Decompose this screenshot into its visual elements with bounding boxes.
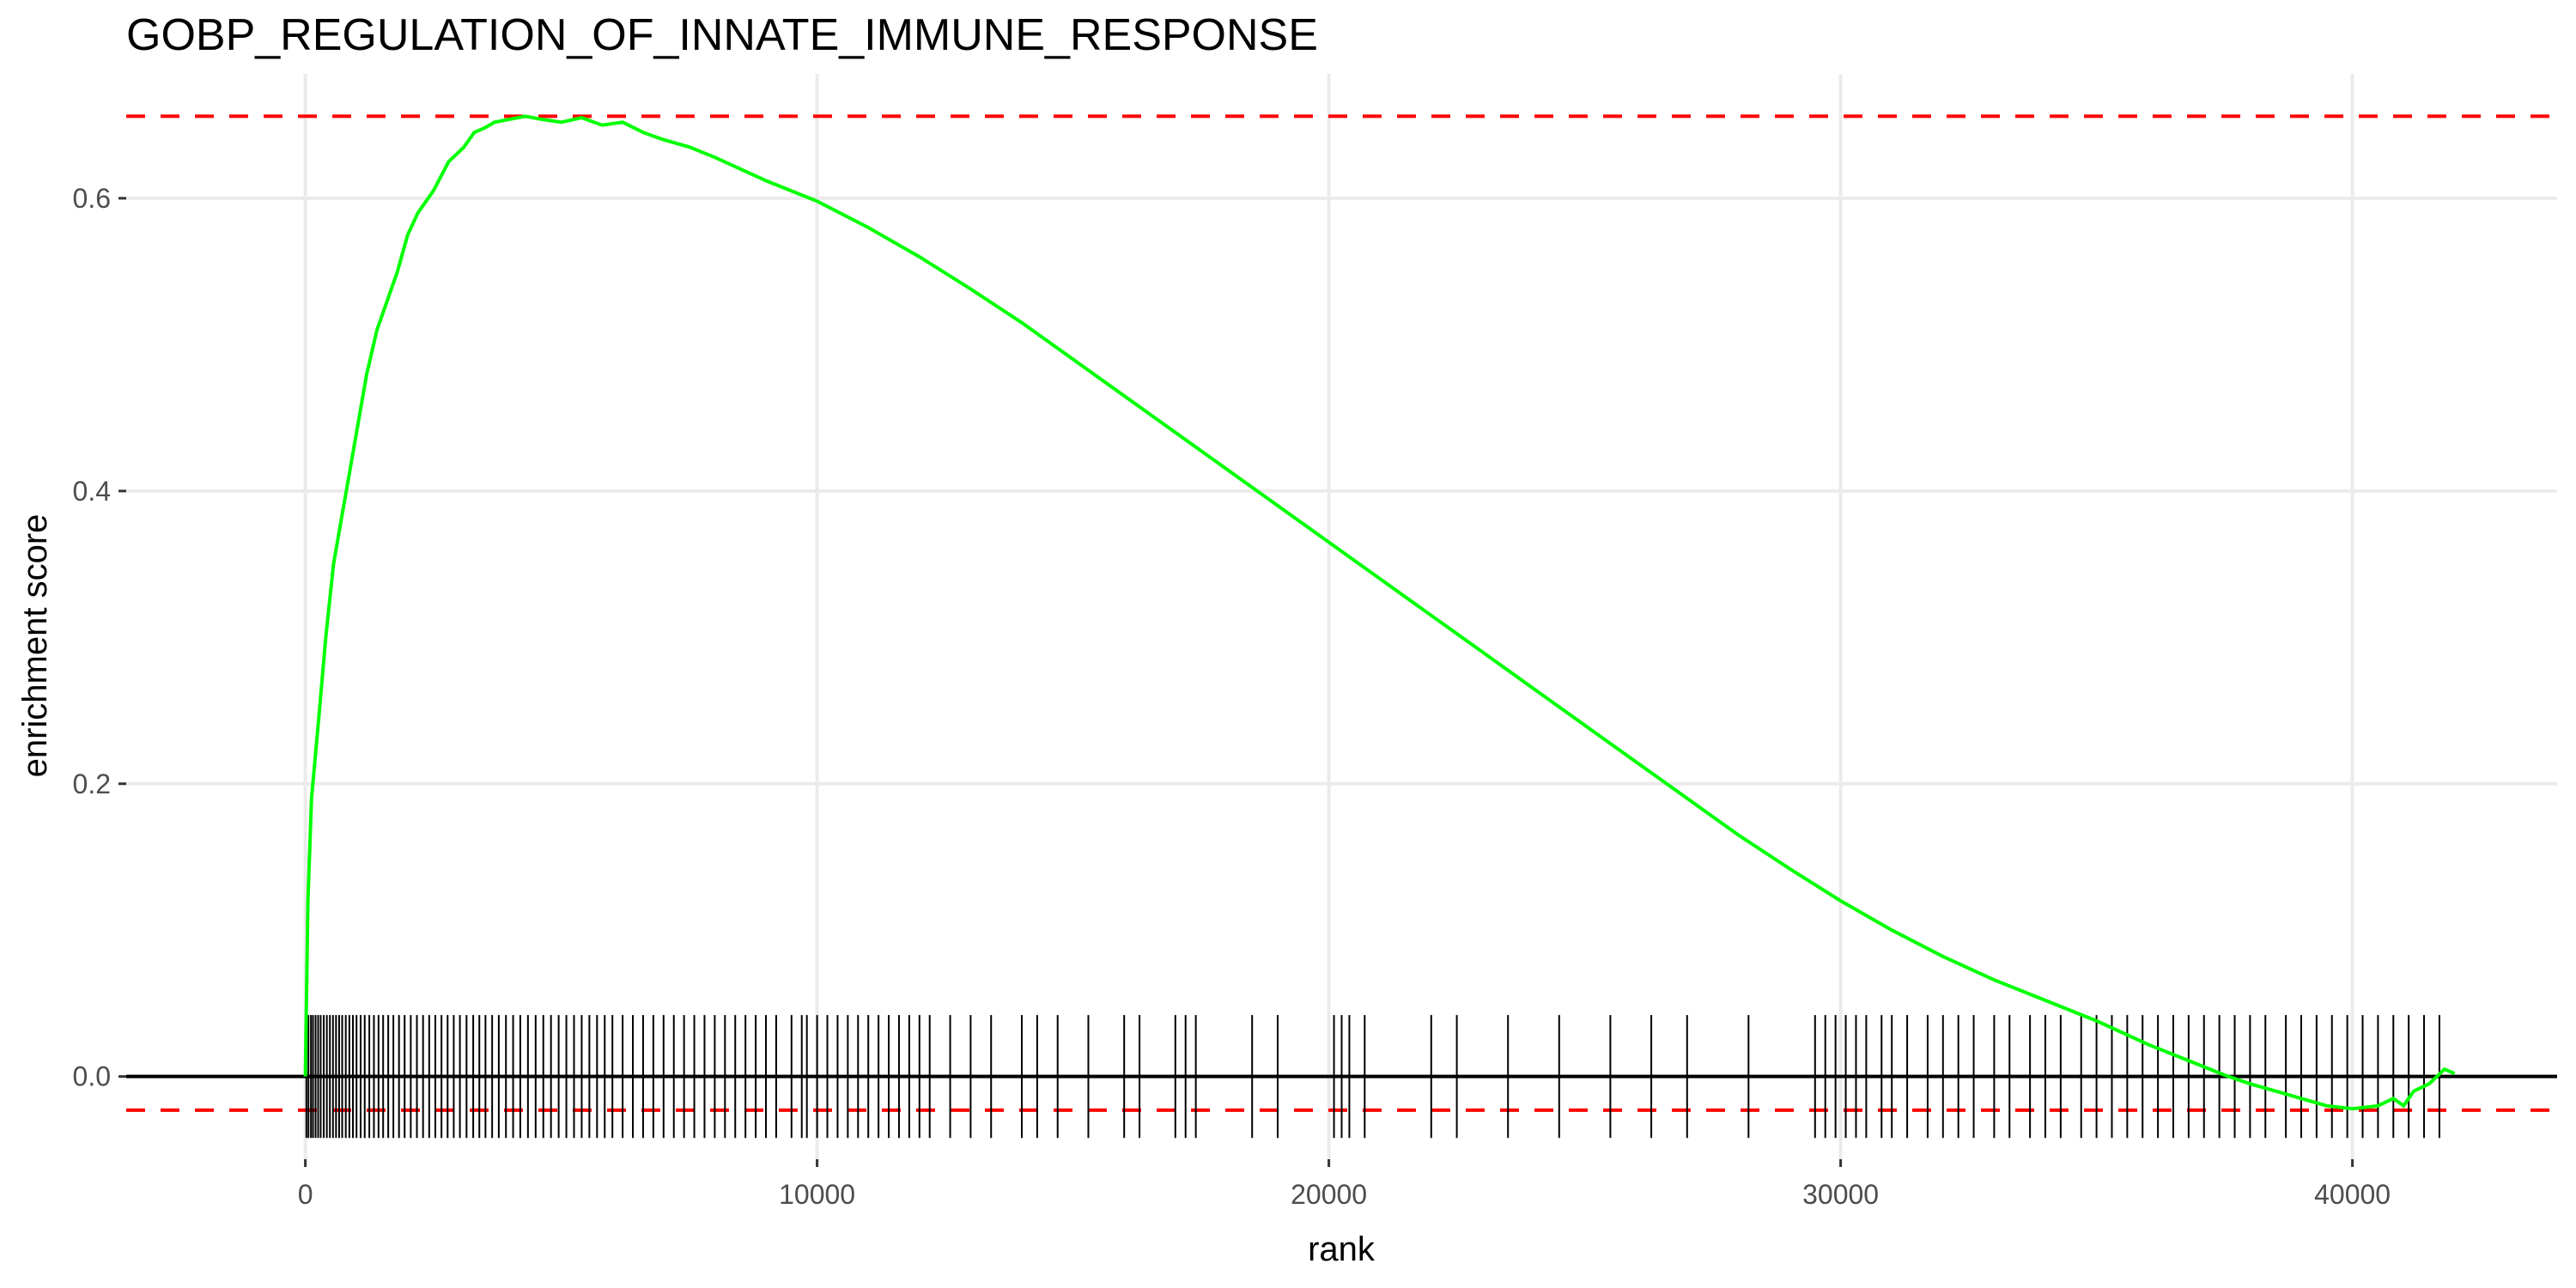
x-axis-title: rank <box>1308 1230 1376 1268</box>
y-tick-label: 0.4 <box>73 476 111 507</box>
x-tick-label: 30000 <box>1802 1179 1879 1210</box>
y-tick-label: 0.0 <box>73 1061 111 1092</box>
series-layer <box>303 114 2456 1111</box>
x-tick-label: 20000 <box>1291 1179 1367 1210</box>
x-tick-label: 0 <box>298 1179 313 1210</box>
y-axis-title: enrichment score <box>16 514 54 778</box>
gene-hit-rug <box>305 1015 2440 1139</box>
chart-title: GOBP_REGULATION_OF_INNATE_IMMUNE_RESPONS… <box>126 10 1318 60</box>
y-tick-label: 0.6 <box>73 183 111 214</box>
y-tick-label: 0.2 <box>73 769 111 799</box>
x-tick-label: 10000 <box>779 1179 855 1210</box>
x-axis: 0 10000 20000 30000 40000 <box>298 1159 2391 1210</box>
grid-lines <box>126 74 2557 1159</box>
enrichment-score-curve <box>303 114 2456 1111</box>
reference-lines <box>126 114 2557 1112</box>
x-tick-label: 40000 <box>2314 1179 2391 1210</box>
y-axis: 0.0 0.2 0.4 0.6 <box>73 183 126 1092</box>
